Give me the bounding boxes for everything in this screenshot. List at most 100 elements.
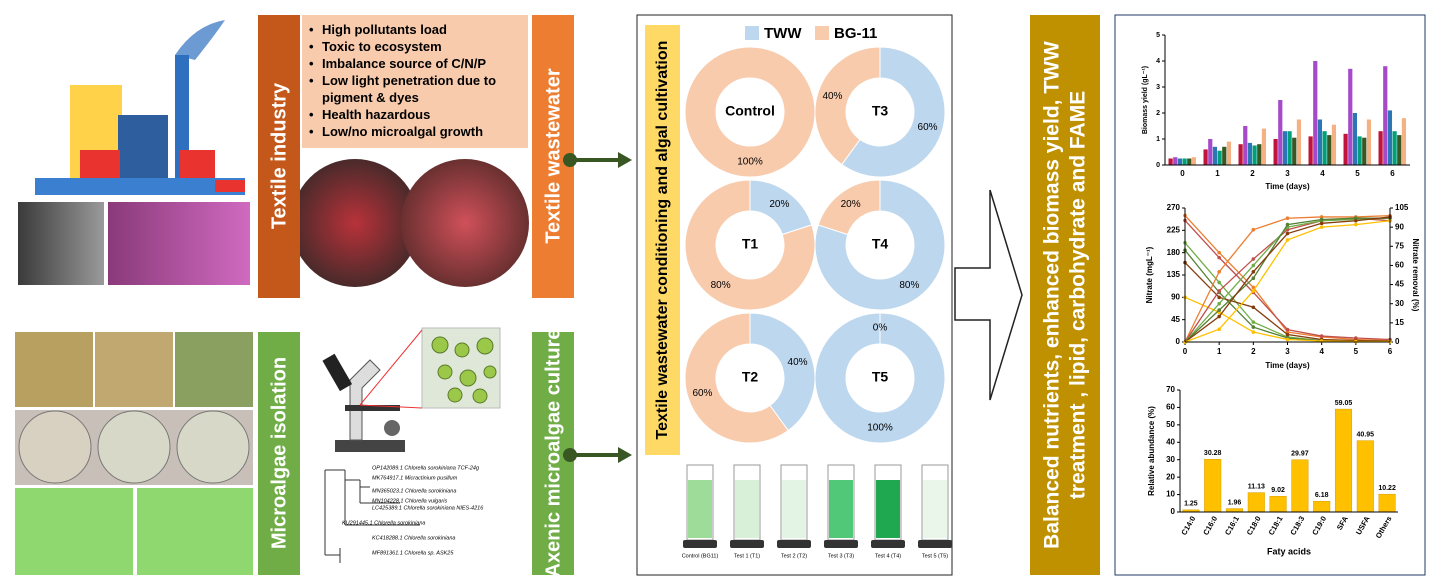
point (1217, 295, 1221, 300)
bar (1357, 136, 1362, 165)
x-tick-label: C18:3 (1288, 514, 1306, 536)
value-label: 30.28 (1204, 450, 1222, 457)
photo (15, 332, 93, 407)
point (1217, 250, 1221, 255)
bar (1334, 408, 1353, 513)
y-tick-label: 0 (1176, 337, 1181, 346)
value-label: 1.25 (1184, 501, 1198, 508)
donut-label: 100% (867, 423, 893, 434)
bar (1313, 500, 1331, 513)
flask-label: Control (BG11) (682, 553, 719, 559)
bar (1252, 145, 1257, 165)
bar (1292, 137, 1297, 165)
donut-center: T4 (872, 236, 889, 252)
donut-center: T3 (872, 103, 889, 119)
y-tick-label: 40 (1166, 437, 1175, 446)
bar (1225, 508, 1244, 513)
bar (1238, 144, 1243, 165)
flask-liquid (782, 480, 806, 538)
y-tick-label: 3 (1156, 84, 1160, 91)
y2-tick-label: 0 (1395, 337, 1400, 346)
tree-label: KU291445.1 Chlorella sorokiniana (342, 520, 425, 526)
x-tick-label: 3 (1285, 169, 1290, 178)
bar (1173, 157, 1178, 165)
stirrer (918, 540, 952, 548)
y-tick-label: 30 (1166, 455, 1175, 464)
x-tick-label: 2 (1251, 347, 1256, 356)
donut-center: T2 (742, 369, 759, 385)
bar (1317, 119, 1323, 165)
point (1354, 216, 1358, 221)
point (1217, 301, 1221, 306)
donut-label: 80% (899, 280, 919, 291)
y-axis-title: Relative abundance (%) (1147, 406, 1156, 496)
y-tick-label: 180 (1167, 248, 1181, 257)
donut-label: 60% (918, 122, 938, 133)
flask-label: Test 4 (T4) (875, 553, 901, 559)
value-label: 40.95 (1357, 431, 1375, 438)
photo (137, 488, 253, 575)
donut-label: 40% (822, 91, 842, 102)
point (1285, 222, 1290, 227)
donut-label: 80% (711, 280, 731, 291)
donut-center: Control (725, 103, 775, 119)
photo (18, 202, 104, 285)
point (1285, 330, 1290, 334)
y-tick-label: 20 (1166, 472, 1175, 481)
point (1285, 332, 1290, 337)
y2-tick-label: 105 (1395, 203, 1409, 212)
bar (1352, 113, 1358, 165)
donut-segment (684, 179, 816, 311)
y-tick-label: 90 (1171, 292, 1180, 301)
donut-segment (841, 46, 946, 178)
y-tick-label: 5 (1156, 32, 1160, 39)
donut-label: 0% (873, 323, 888, 334)
big-arrow (954, 189, 1023, 401)
donut-segment (684, 312, 789, 444)
bar (1243, 126, 1248, 165)
y2-tick-label: 75 (1395, 241, 1404, 250)
y2-tick-label: 15 (1395, 318, 1404, 327)
point (1285, 238, 1290, 242)
legend-label: TWW (764, 25, 802, 42)
donut-label: 100% (737, 157, 763, 168)
phylogenetic-tree (324, 469, 420, 563)
bar (1397, 135, 1402, 165)
bar (1269, 496, 1287, 513)
donut-segment (684, 46, 816, 178)
arrow (563, 152, 632, 463)
bar (1182, 158, 1187, 165)
x-axis-title: Time (days) (1265, 182, 1310, 191)
legend-swatch (815, 26, 829, 40)
x-tick-label: 2 (1250, 169, 1255, 178)
value-label: 1.96 (1228, 499, 1242, 506)
bar (1308, 136, 1313, 165)
bar (1247, 142, 1253, 165)
bar (1208, 139, 1213, 165)
x-tick-label: 6 (1388, 347, 1393, 356)
y-axis-title: Biomass yield (gL⁻¹) (1142, 66, 1149, 134)
x-tick-label: C14:0 (1179, 514, 1197, 536)
donut-segment (814, 46, 881, 166)
bar (1331, 124, 1337, 165)
bar (1247, 492, 1265, 513)
y-tick-label: 50 (1166, 420, 1175, 429)
x-tick-label: C16:0 (1201, 514, 1219, 536)
y-tick-label: 225 (1167, 225, 1181, 234)
bar (1296, 119, 1302, 165)
x-tick-label: C16:1 (1223, 514, 1241, 536)
legend-label: BG-11 (834, 25, 877, 42)
x-tick-label: 4 (1320, 169, 1325, 178)
flask-label: Test 2 (T2) (781, 553, 807, 559)
flask-label: Test 1 (T1) (734, 553, 760, 559)
point (1319, 215, 1324, 219)
photo (291, 159, 419, 287)
panel-border (1114, 14, 1426, 576)
y-tick-label: 2 (1156, 110, 1160, 117)
panel-label: treatment , lipid, carbohydrate and FAME (1067, 91, 1090, 499)
point (1251, 325, 1256, 329)
value-label: 29.97 (1291, 451, 1309, 458)
y2-axis-title: Nitrate removal (%) (1411, 239, 1420, 312)
value-label: 10.22 (1378, 485, 1396, 492)
